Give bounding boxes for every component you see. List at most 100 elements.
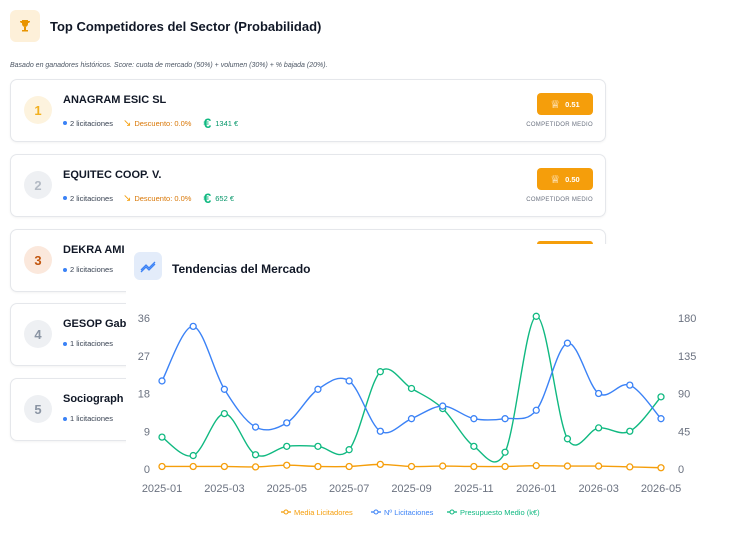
y-right-tick-label: 90 — [678, 389, 690, 401]
competitors-header: Top Competidores del Sector (Probabilida… — [10, 10, 321, 42]
data-point — [220, 462, 229, 471]
amount-value: 652 € — [215, 193, 235, 203]
score-badge: ♕ 0.50 — [537, 168, 593, 190]
amount-value: 1341 € — [215, 118, 239, 128]
licitaciones-count: 1 licitaciones — [70, 339, 113, 348]
section-title: Top Competidores del Sector (Probabilida… — [50, 18, 322, 34]
data-point — [470, 442, 478, 451]
x-tick-label: 2025-01 — [142, 483, 182, 495]
trending-down-icon: ↘ — [122, 192, 132, 204]
y-right-tick-label: 180 — [678, 313, 696, 325]
data-point — [283, 419, 291, 427]
competitor-name: EQUITEC COOP. V. — [63, 169, 162, 181]
competitor-name: ANAGRAM ESIC SL — [63, 94, 167, 106]
data-point — [251, 463, 260, 471]
data-point — [626, 463, 634, 471]
data-point — [345, 462, 353, 471]
section-subtitle: Basado en ganadores históricos. Score: c… — [10, 62, 328, 69]
competitor-name: GESOP Gab — [63, 318, 127, 330]
competitor-level: COMPETIDOR MEDIO — [526, 122, 593, 128]
data-point — [220, 385, 229, 393]
rank-badge: 4 — [24, 320, 52, 348]
data-point — [189, 462, 197, 471]
y-right-tick-label: 135 — [678, 351, 696, 363]
licitaciones-count: 1 licitaciones — [70, 414, 113, 423]
x-tick-label: 2025-09 — [391, 483, 431, 495]
data-point — [470, 462, 478, 471]
data-point — [470, 415, 478, 423]
data-point — [158, 462, 166, 471]
data-point — [563, 435, 572, 443]
discount-value: Descuento: 0.0% — [134, 118, 192, 128]
licitaciones-count: 2 licitaciones — [70, 118, 113, 128]
legend-entry: Nº Licitaciones — [384, 508, 434, 517]
data-point — [594, 424, 603, 432]
y-left-tick-label: 18 — [138, 389, 150, 401]
data-point — [501, 448, 509, 456]
x-tick-label: 2025-07 — [329, 483, 369, 495]
data-point — [439, 462, 447, 470]
x-tick-label: 2026-05 — [641, 483, 681, 495]
data-point — [657, 393, 665, 401]
rank-badge: 3 — [24, 246, 52, 274]
data-point — [626, 381, 634, 389]
x-tick-label: 2026-03 — [578, 483, 618, 495]
trending-up-icon — [134, 252, 162, 280]
data-point — [657, 415, 665, 423]
y-left-tick-label: 0 — [144, 464, 150, 476]
x-tick-label: 2026-01 — [516, 483, 556, 495]
data-point — [532, 461, 540, 470]
market-trends-panel: Tendencias del Mercado 0 9 18 27 36 0 45 90 135 1… — [126, 244, 753, 540]
market-trends-title: Tendencias del Mercado — [172, 262, 311, 276]
data-point — [563, 462, 572, 470]
y-left-tick-label: 36 — [138, 313, 150, 325]
competitor-name: DEKRA AMI — [63, 244, 125, 256]
data-point — [189, 451, 197, 460]
data-point — [407, 415, 416, 423]
y-right-tick-label: 0 — [678, 464, 684, 476]
market-trends-chart: 0 9 18 27 36 0 45 90 135 180 2025-01 2025-03 2025-05… — [138, 312, 696, 517]
trophy-icon: ♕ — [550, 98, 561, 111]
legend-marker-dot — [373, 509, 379, 515]
data-point — [251, 451, 260, 459]
data-point — [501, 462, 509, 471]
data-point — [657, 464, 665, 472]
data-point — [376, 368, 384, 376]
data-point — [594, 462, 603, 470]
data-point — [220, 409, 229, 418]
dot-icon — [63, 341, 67, 346]
licitaciones-count: 2 licitaciones — [70, 265, 113, 274]
dot-icon — [63, 196, 67, 200]
competitor-card[interactable]: 1 ANAGRAM ESIC SL 2 licitaciones ↘ Descu… — [10, 79, 606, 142]
data-point — [314, 462, 322, 471]
licitaciones-count: 2 licitaciones — [70, 193, 113, 203]
legend-entry: Presupuesto Medio (k€) — [460, 508, 540, 517]
data-point — [626, 427, 634, 435]
rank-badge: 5 — [24, 395, 52, 423]
competitor-name: Sociograph — [63, 393, 124, 405]
data-point — [532, 406, 540, 414]
competitor-level: COMPETIDOR MEDIO — [526, 197, 593, 203]
data-point — [283, 461, 291, 469]
rank-badge: 2 — [24, 171, 52, 199]
data-point — [314, 442, 322, 451]
data-point — [158, 433, 166, 441]
data-point — [532, 312, 540, 320]
legend-entry: Media Licitadores — [294, 508, 353, 517]
data-point — [158, 377, 166, 385]
data-point — [189, 322, 197, 331]
trophy-icon: ♕ — [550, 173, 561, 186]
legend-marker-dot — [449, 509, 455, 515]
data-point — [345, 446, 353, 454]
y-right-tick-label: 45 — [678, 426, 690, 438]
data-point — [439, 402, 447, 410]
euro-icon: € — [203, 115, 212, 131]
competitor-card[interactable]: 2 EQUITEC COOP. V. 2 licitaciones ↘ Desc… — [10, 154, 606, 217]
trending-down-icon: ↘ — [122, 117, 132, 129]
data-point — [314, 385, 322, 393]
discount-value: Descuento: 0.0% — [134, 193, 192, 203]
dot-icon — [63, 416, 67, 421]
data-point — [345, 377, 353, 385]
data-point — [407, 384, 416, 393]
dot-icon — [63, 121, 67, 125]
